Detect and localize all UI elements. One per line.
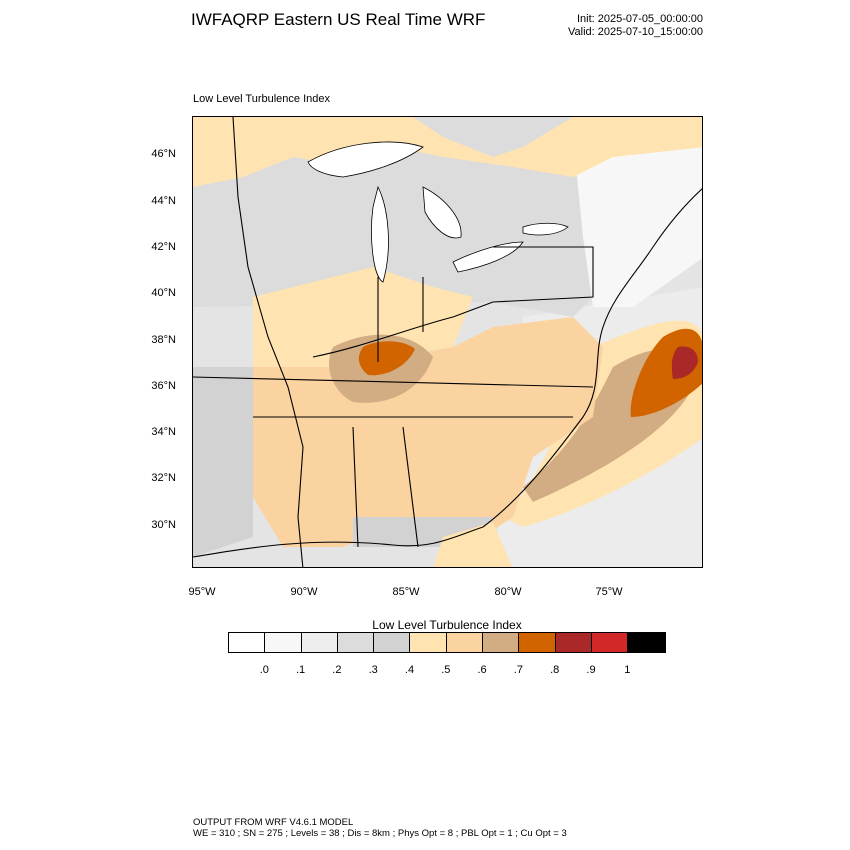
colorbar-tick-label: .3 (368, 664, 378, 676)
colorbar-swatch (301, 633, 338, 652)
lat-tick-label: 38°N (151, 334, 176, 346)
boundary-mississippi-alabama (352, 426, 359, 548)
state-boundaries (193, 117, 702, 567)
boundary-atlantic-coast (482, 188, 702, 528)
colorbar-swatch (229, 633, 266, 652)
ocean-red-core (671, 346, 698, 379)
colorbar-swatch (483, 633, 520, 652)
lake-ontario (522, 222, 569, 236)
lat-tick-label: 40°N (151, 287, 176, 299)
colorbar-swatch (446, 633, 484, 652)
colorbar-tick-label: .4 (404, 664, 415, 676)
colorbar-swatch (591, 633, 629, 652)
colorbar-swatch (265, 633, 302, 652)
lat-tick-label: 30°N (151, 519, 176, 531)
lat-tick-label: 42°N (151, 241, 176, 253)
land-kentucky-orange (358, 341, 415, 376)
colorbar-swatch (519, 633, 556, 652)
land-florida-tan (433, 522, 513, 567)
lake-michigan (371, 185, 389, 283)
boundary-alabama-georgia (402, 426, 419, 548)
run-info: Init: 2025-07-05_00:00:00 Valid: 2025-07… (568, 13, 703, 39)
colorbar-swatch (628, 633, 665, 652)
colorbar-tick-label: .6 (477, 664, 487, 676)
colorbar-tick-label: .8 (550, 664, 560, 676)
boundary-ohio-river (312, 301, 494, 358)
lake-superior (307, 141, 424, 178)
valid-time: Valid: 2025-07-10_15:00:00 (568, 26, 703, 38)
boundary-gulf-coast (193, 526, 484, 558)
lat-tick-label: 46°N (151, 148, 176, 160)
init-time: Init: 2025-07-05_00:00:00 (577, 13, 703, 25)
lon-tick-label: 85°W (392, 586, 420, 598)
colorbar-tick-label: .5 (441, 664, 451, 676)
lat-tick-label: 44°N (151, 195, 176, 207)
lat-tick-label: 34°N (151, 426, 176, 438)
colorbar-tick-label: .7 (513, 664, 523, 676)
plot-label: Low Level Turbulence Index (193, 93, 330, 105)
colorbar-tick-label: .2 (332, 664, 342, 676)
lon-tick-label: 95°W (188, 586, 216, 598)
footer-line-config: WE = 310 ; SN = 275 ; Levels = 38 ; Dis … (193, 828, 567, 839)
turbulence-map (193, 117, 702, 567)
colorbar-tick-label: 1 (624, 664, 631, 676)
land-southwest-grey (193, 367, 253, 557)
boundary-mississippi-river (232, 117, 304, 567)
colorbar-swatch (337, 633, 375, 652)
colorbar-tick-label: .0 (259, 664, 269, 676)
land-canada-tan (193, 117, 702, 187)
lon-tick-label: 80°W (494, 586, 522, 598)
boundary-pennsylvania (492, 246, 594, 303)
colorbar-tick-label: .1 (296, 664, 306, 676)
land-northeast-light (573, 137, 702, 307)
colorbar-swatch (374, 633, 411, 652)
lake-huron (422, 186, 462, 239)
lake-erie (452, 241, 524, 273)
colorbar-swatch (555, 633, 592, 652)
footer-line-model: OUTPUT FROM WRF V4.6.1 MODEL (193, 817, 354, 828)
colorbar (228, 632, 666, 653)
colorbar-swatch (410, 633, 447, 652)
map-panel (192, 116, 703, 568)
model-footer: OUTPUT FROM WRF V4.6.1 MODEL WE = 310 ; … (193, 817, 567, 839)
lat-tick-label: 36°N (151, 380, 176, 392)
lat-tick-label: 32°N (151, 472, 176, 484)
boundary-latitude-36-5 (193, 376, 594, 388)
lon-tick-label: 90°W (290, 586, 318, 598)
colorbar-tick-label: .9 (586, 664, 596, 676)
lon-tick-label: 75°W (595, 586, 623, 598)
map-title: IWFAQRP Eastern US Real Time WRF (191, 10, 486, 29)
colorbar-title: Low Level Turbulence Index (372, 618, 522, 632)
